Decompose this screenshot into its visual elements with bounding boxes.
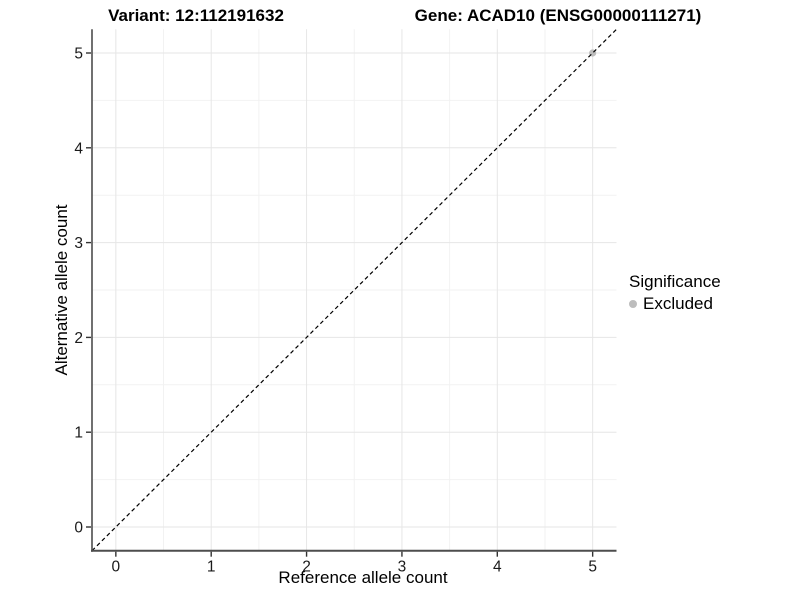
y-tick-label: 0 [74, 520, 83, 537]
y-axis-title: Alternative allele count [52, 204, 71, 376]
x-tick-label: 1 [207, 559, 216, 576]
y-tick-label: 2 [74, 330, 83, 347]
x-tick-label: 5 [588, 559, 597, 576]
excluded-point-icon [629, 300, 637, 308]
legend-item-excluded: Excluded [629, 294, 721, 314]
x-tick-label: 3 [398, 559, 407, 576]
legend-title: Significance [629, 272, 721, 291]
legend-item-label: Excluded [643, 294, 713, 313]
y-tick-label: 1 [74, 425, 83, 442]
variant-title: Variant: 12:112191632 [108, 6, 284, 25]
y-tick-label: 5 [74, 46, 83, 63]
x-tick-label: 2 [302, 559, 311, 576]
y-tick-label: 3 [74, 235, 83, 252]
x-tick-label: 4 [493, 559, 502, 576]
x-axis-title: Reference allele count [278, 568, 448, 587]
y-tick-label: 4 [74, 140, 83, 157]
legend: Significance Excluded [629, 272, 721, 314]
identity-line [91, 28, 617, 552]
x-tick-label: 0 [112, 559, 121, 576]
gene-title: Gene: ACAD10 (ENSG00000111271) [414, 6, 702, 25]
